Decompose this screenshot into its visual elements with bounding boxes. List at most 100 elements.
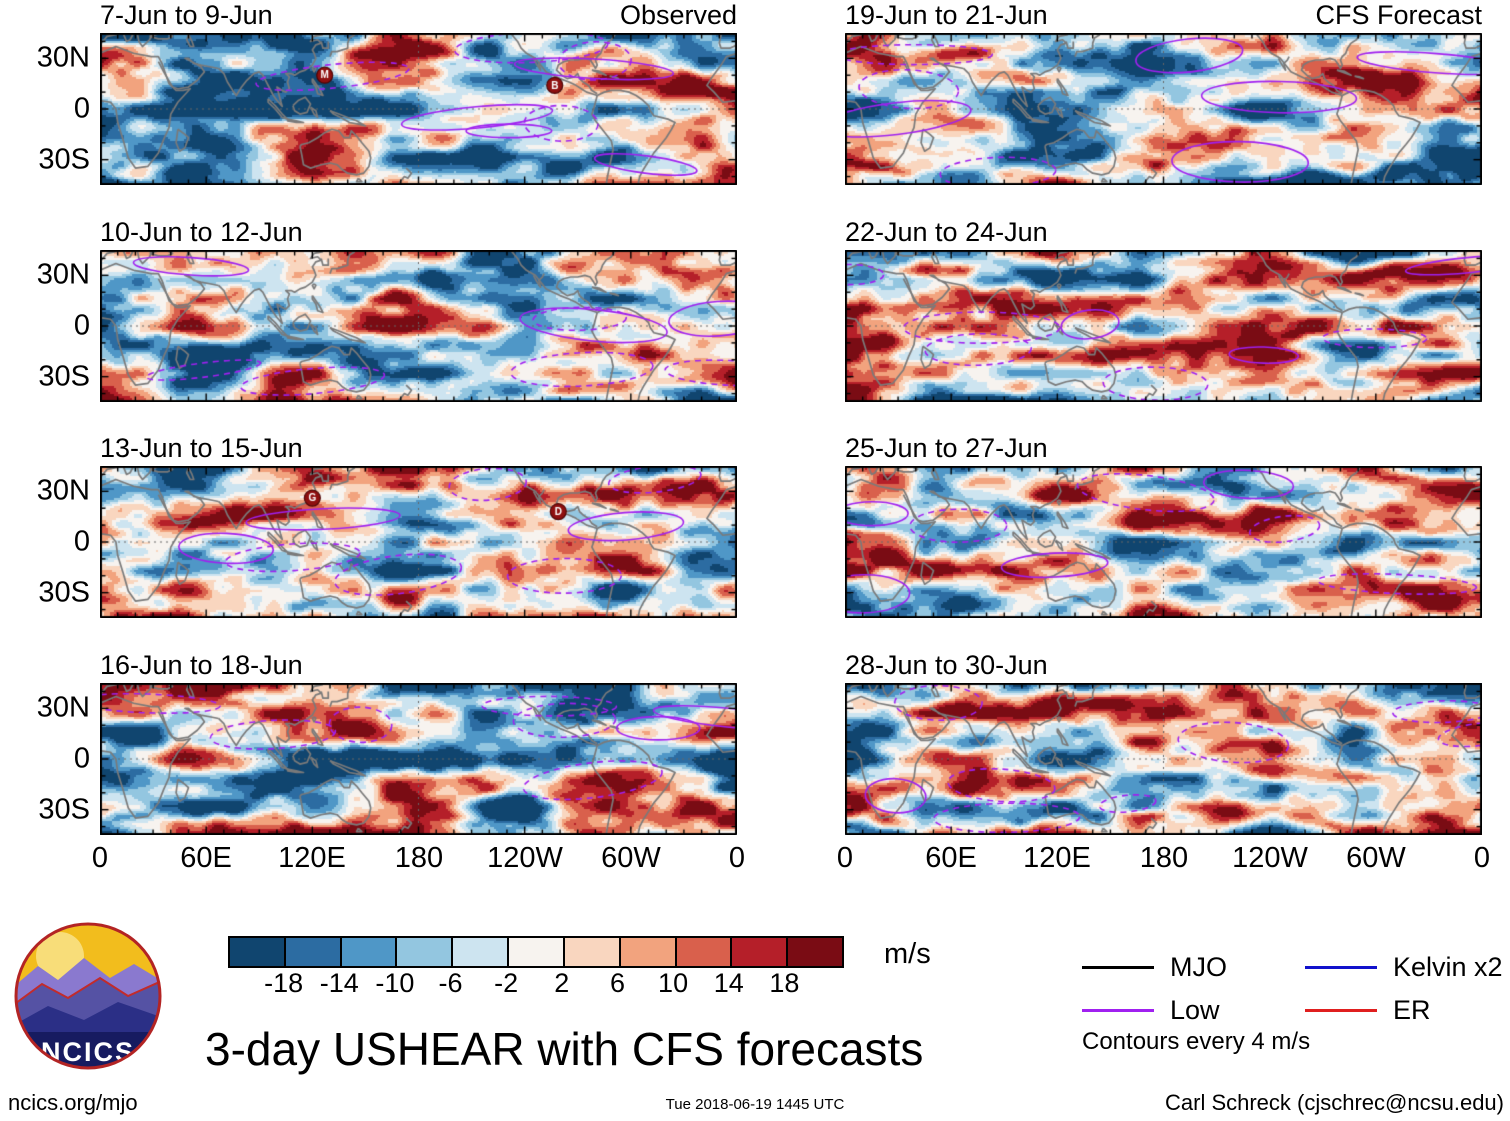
panel-title: 28-Jun to 30-Jun	[845, 650, 1048, 680]
contour-interval-note: Contours every 4 m/s	[1082, 1028, 1311, 1055]
timestamp: Tue 2018-06-19 1445 UTC	[665, 1096, 845, 1113]
panel-7jun-to-9jun: 7-Jun to 9-Jun Observed	[100, 0, 737, 185]
panel-16jun-to-18jun: 16-Jun to 18-Jun	[100, 650, 737, 835]
x-tick: 0	[1473, 842, 1491, 874]
colorbar-cell	[564, 938, 621, 966]
colorbar-tick: -14	[319, 968, 359, 998]
colorbar-units-label: m/s	[884, 938, 931, 970]
logo-text: NCICS	[41, 1037, 135, 1067]
colorbar-cell	[453, 938, 510, 966]
colorbar-cell	[285, 938, 342, 966]
column-heading-observed: Observed	[619, 0, 737, 30]
legend-label: Kelvin x2	[1393, 951, 1503, 982]
y-tick-30n: 30N	[36, 474, 90, 507]
colorbar-tick: 2	[554, 968, 570, 998]
legend-item-er: ER	[1305, 993, 1431, 1027]
y-tick-eq: 0	[73, 309, 90, 342]
mjo-line-swatch	[1082, 965, 1154, 969]
colorbar-cell	[230, 938, 286, 966]
map-canvas	[100, 33, 737, 185]
low-line-swatch	[1082, 1008, 1154, 1012]
legend-label: Low	[1170, 994, 1220, 1025]
x-tick: 180	[394, 842, 444, 874]
x-tick: 60W	[1346, 842, 1406, 874]
panel-title: 19-Jun to 21-Jun	[845, 0, 1048, 30]
panel-title: 7-Jun to 9-Jun	[100, 0, 273, 30]
colorbar-cell	[397, 938, 454, 966]
colorbar	[228, 936, 844, 968]
colorbar-tick: 10	[658, 968, 689, 998]
map-canvas	[845, 466, 1482, 618]
panel-19jun-to-21jun: 19-Jun to 21-Jun CFS Forecast	[845, 0, 1482, 185]
colorbar-tick: -6	[438, 968, 463, 998]
er-line-swatch	[1305, 1008, 1377, 1012]
colorbar-tick: -2	[494, 968, 519, 998]
legend-label: MJO	[1170, 951, 1227, 982]
y-tick-30n: 30N	[36, 41, 90, 74]
map-canvas	[845, 33, 1482, 185]
panel-title: 16-Jun to 18-Jun	[100, 650, 303, 680]
x-tick: 120W	[1232, 842, 1308, 874]
colorbar-cell	[788, 938, 842, 966]
y-tick-30s: 30S	[38, 360, 90, 393]
colorbar-tick: -10	[375, 968, 415, 998]
x-tick: 120W	[487, 842, 563, 874]
colorbar-tick: 6	[609, 968, 625, 998]
x-tick: 120E	[1023, 842, 1091, 874]
y-axis-labels: 30N 0 30S	[10, 250, 90, 402]
panel-28jun-to-30jun: 28-Jun to 30-Jun	[845, 650, 1482, 835]
credit: Carl Schreck (cjschrec@ncsu.edu)	[1165, 1090, 1504, 1115]
y-tick-30s: 30S	[38, 793, 90, 826]
y-axis-labels: 30N 0 30S	[10, 33, 90, 185]
colorbar-tick: 18	[769, 968, 800, 998]
x-axis-labels-right: 0 60E 120E 180 120W 60W 0	[837, 842, 1490, 884]
x-axis-labels-left: 0 60E 120E 180 120W 60W 0	[92, 842, 745, 884]
site-label: ncics.org/mjo	[8, 1090, 138, 1115]
y-axis-labels: 30N 0 30S	[10, 683, 90, 835]
panel-22jun-to-24jun: 22-Jun to 24-Jun	[845, 217, 1482, 402]
colorbar-tick: -18	[264, 968, 304, 998]
x-tick: 60W	[601, 842, 661, 874]
colorbar-tick: 14	[713, 968, 744, 998]
ncics-logo: NCICS	[14, 922, 162, 1070]
y-tick-eq: 0	[73, 742, 90, 775]
legend-item-mjo: MJO	[1082, 950, 1227, 984]
colorbar-cell	[732, 938, 789, 966]
kelvin-line-swatch	[1305, 965, 1377, 969]
legend-item-low: Low	[1082, 993, 1220, 1027]
y-axis-labels: 30N 0 30S	[10, 466, 90, 618]
y-tick-30n: 30N	[36, 258, 90, 291]
colorbar-cell	[341, 938, 398, 966]
legend-item-kelvin: Kelvin x2	[1305, 950, 1503, 984]
legend-label: ER	[1393, 994, 1431, 1025]
map-canvas	[100, 250, 737, 402]
panel-title: 22-Jun to 24-Jun	[845, 217, 1048, 247]
x-tick: 60E	[925, 842, 977, 874]
panel-title: 10-Jun to 12-Jun	[100, 217, 303, 247]
figure-title: 3-day USHEAR with CFS forecasts	[205, 1023, 924, 1075]
x-tick: 120E	[278, 842, 346, 874]
map-canvas	[845, 250, 1482, 402]
panel-10jun-to-12jun: 10-Jun to 12-Jun	[100, 217, 737, 402]
x-tick: 60E	[180, 842, 232, 874]
y-tick-30s: 30S	[38, 576, 90, 609]
panel-title: 25-Jun to 27-Jun	[845, 433, 1048, 463]
map-canvas	[845, 683, 1482, 835]
y-tick-eq: 0	[73, 525, 90, 558]
x-tick: 180	[1139, 842, 1189, 874]
colorbar-cell	[620, 938, 677, 966]
colorbar-cell	[676, 938, 733, 966]
x-tick: 0	[836, 842, 854, 874]
colorbar-cell	[509, 938, 565, 966]
map-canvas	[100, 466, 737, 618]
y-tick-30s: 30S	[38, 143, 90, 176]
map-canvas	[100, 683, 737, 835]
y-tick-eq: 0	[73, 92, 90, 125]
panel-title: 13-Jun to 15-Jun	[100, 433, 303, 463]
x-tick: 0	[728, 842, 746, 874]
column-heading-cfs-forecast: CFS Forecast	[1315, 0, 1482, 30]
panel-13jun-to-15jun: 13-Jun to 15-Jun	[100, 433, 737, 618]
x-tick: 0	[91, 842, 109, 874]
y-tick-30n: 30N	[36, 691, 90, 724]
